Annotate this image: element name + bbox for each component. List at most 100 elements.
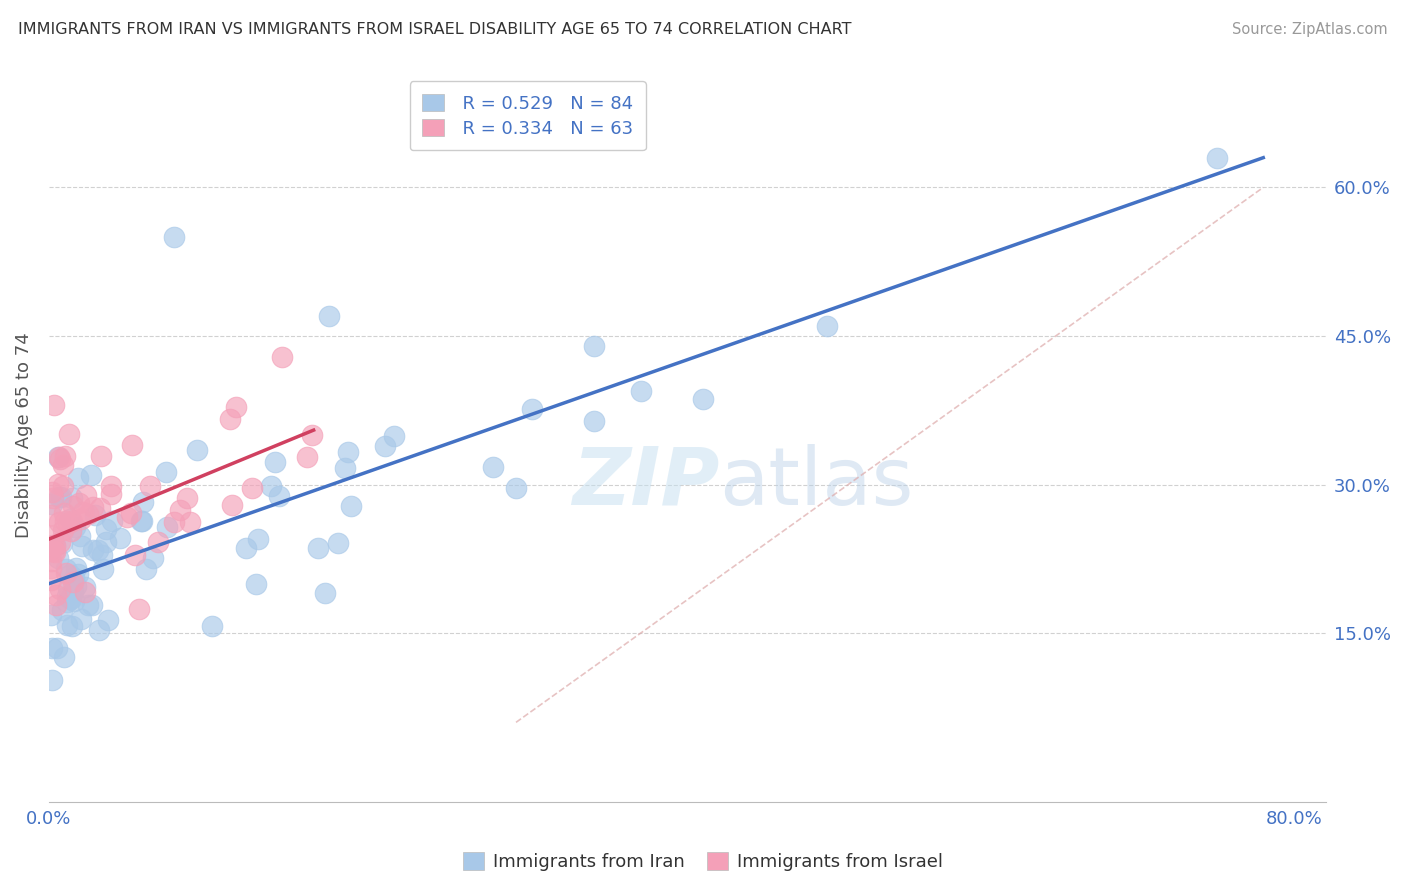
Point — [62, 584, 84, 599]
Point — [131, 514, 153, 528]
Point — [52, 479, 75, 493]
Point — [79, 468, 101, 483]
Point — [87, 624, 110, 638]
Point — [41, 673, 63, 687]
Point — [62, 571, 84, 585]
Point — [138, 479, 160, 493]
Point — [374, 438, 396, 452]
Point — [44, 538, 66, 552]
Point — [56, 589, 79, 603]
Point — [82, 500, 104, 514]
Point — [46, 450, 69, 465]
Point — [66, 471, 89, 485]
Point — [94, 522, 117, 536]
Point — [121, 438, 143, 452]
Point — [301, 428, 323, 442]
Point — [90, 450, 112, 464]
Point — [328, 536, 350, 550]
Legend: Immigrants from Iran, Immigrants from Israel: Immigrants from Iran, Immigrants from Is… — [456, 846, 950, 879]
Point — [69, 529, 91, 543]
Point — [246, 533, 269, 547]
Point — [48, 515, 70, 529]
Point — [82, 543, 104, 558]
Point — [97, 613, 120, 627]
Point — [52, 650, 75, 665]
Point — [1205, 151, 1227, 165]
Point — [264, 455, 287, 469]
Point — [62, 491, 84, 505]
Point — [162, 515, 184, 529]
Point — [314, 586, 336, 600]
Text: Source: ZipAtlas.com: Source: ZipAtlas.com — [1232, 22, 1388, 37]
Point — [58, 516, 80, 531]
Point — [48, 450, 70, 464]
Point — [41, 491, 63, 506]
Y-axis label: Disability Age 65 to 74: Disability Age 65 to 74 — [15, 332, 32, 538]
Point — [41, 529, 63, 543]
Point — [128, 602, 150, 616]
Point — [80, 599, 103, 613]
Point — [295, 450, 318, 465]
Point — [333, 461, 356, 475]
Point — [65, 520, 87, 534]
Point — [42, 398, 65, 412]
Point — [692, 392, 714, 407]
Point — [260, 479, 283, 493]
Point — [336, 445, 359, 459]
Point — [56, 581, 79, 595]
Point — [55, 562, 77, 576]
Point — [235, 541, 257, 556]
Point — [53, 449, 76, 463]
Point — [66, 567, 89, 582]
Point — [41, 484, 63, 499]
Point — [44, 545, 66, 559]
Point — [75, 488, 97, 502]
Point — [41, 497, 63, 511]
Point — [630, 384, 652, 398]
Point — [155, 465, 177, 479]
Point — [39, 560, 62, 574]
Point — [129, 514, 152, 528]
Point — [131, 495, 153, 509]
Point — [225, 400, 247, 414]
Point — [520, 402, 543, 417]
Point — [90, 548, 112, 562]
Point — [59, 592, 82, 607]
Point — [108, 532, 131, 546]
Point — [39, 608, 62, 623]
Point — [46, 550, 69, 565]
Point — [65, 579, 87, 593]
Point — [94, 535, 117, 549]
Point — [56, 595, 79, 609]
Point — [146, 535, 169, 549]
Point — [67, 495, 90, 509]
Point — [318, 309, 340, 323]
Point — [62, 575, 84, 590]
Point — [53, 514, 76, 528]
Point — [505, 481, 527, 495]
Point — [582, 414, 605, 428]
Point — [39, 543, 62, 558]
Point — [69, 612, 91, 626]
Point — [240, 481, 263, 495]
Point — [382, 429, 405, 443]
Point — [73, 581, 96, 595]
Point — [582, 339, 605, 353]
Point — [186, 442, 208, 457]
Point — [59, 591, 82, 605]
Point — [70, 539, 93, 553]
Point — [62, 499, 84, 513]
Point — [39, 554, 62, 568]
Point — [46, 477, 69, 491]
Point — [91, 562, 114, 576]
Point — [89, 501, 111, 516]
Point — [48, 490, 70, 504]
Point — [45, 598, 67, 612]
Point — [55, 617, 77, 632]
Point — [60, 524, 83, 539]
Point — [115, 509, 138, 524]
Point — [41, 640, 63, 655]
Point — [267, 489, 290, 503]
Point — [58, 427, 80, 442]
Point — [51, 603, 73, 617]
